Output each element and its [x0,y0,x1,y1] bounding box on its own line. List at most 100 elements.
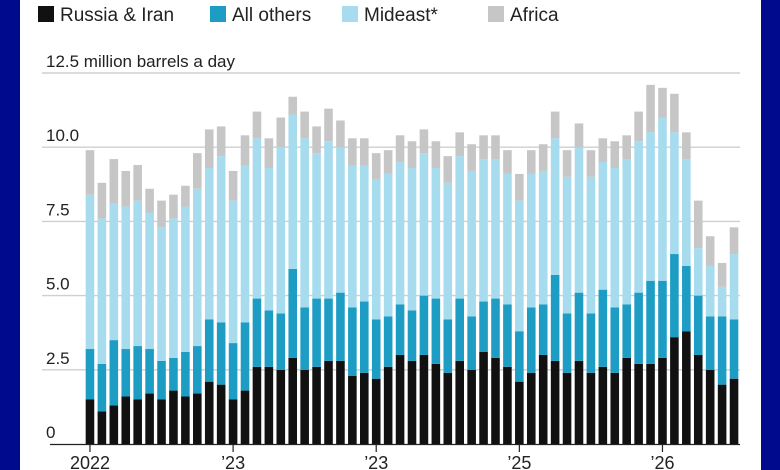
bar-segment-mideast [598,162,608,290]
bar-segment-africa [145,188,154,213]
bar-segment-russia-iran [109,405,119,444]
bar-segment-all-others [109,340,119,406]
bar-segment-russia-iran [562,372,572,444]
bar-segment-africa [407,141,417,168]
bar-segment-africa [264,138,274,168]
bar-segment-mideast [264,167,274,311]
bar-segment-africa [729,227,739,255]
bar-segment-russia-iran [288,357,298,444]
bar-segment-mideast [85,194,95,350]
bar-segment-all-others [359,301,369,373]
bar-segment-russia-iran [670,337,679,444]
legend-label: Mideast* [364,5,439,26]
bar-segment-all-others [204,319,214,382]
bar-segment-all-others [216,322,226,385]
bar-segment-mideast [717,286,727,317]
bar-segment-mideast [586,176,596,314]
legend-swatch [38,6,54,22]
bar-segment-all-others [145,349,154,394]
bar-segment-russia-iran [157,399,166,444]
bar-segment-russia-iran [586,372,596,444]
bar-segment-mideast [348,165,357,308]
bar-segment-all-others [717,316,727,385]
bar-segment-africa [288,96,298,115]
bar-segment-mideast [133,200,142,347]
x-tick-label: 2022 [70,453,110,470]
bar-segment-africa [157,200,166,228]
bar-segment-africa [503,150,512,174]
bar-segment-all-others [646,280,655,364]
bar-segment-mideast [371,179,381,320]
bar-segment-russia-iran [300,369,309,444]
bar-segment-africa [622,135,631,160]
y-tick-label: 2.5 [46,349,70,368]
bar-segment-all-others [324,298,333,361]
bar-segment-mideast [228,200,238,344]
bar-segment-africa [240,135,250,166]
bar-segment-all-others [526,307,536,373]
bar-segment-africa [455,132,465,157]
bar-segment-africa [682,132,691,160]
bar-segment-mideast [729,254,739,320]
bar-segment-africa [348,138,357,166]
bar-segment-africa [324,108,333,142]
bar-segment-africa [85,150,95,195]
x-tick-label: ’25 [507,453,531,470]
bar-segment-russia-iran [204,381,214,444]
bar-segment-africa [526,150,536,174]
bar-segment-all-others [479,301,488,352]
bar-segment-russia-iran [395,354,405,444]
bar-segment-africa [109,159,119,204]
bar-segment-africa [97,182,107,219]
bar-segment-russia-iran [312,366,321,444]
bar-segment-russia-iran [419,354,429,444]
bar-segment-mideast [121,206,131,350]
bar-segment-mideast [634,141,643,293]
bar-segment-all-others [455,298,465,361]
bar-segment-russia-iran [538,354,548,444]
bar-segment-mideast [216,156,226,323]
bar-segment-russia-iran [574,360,584,444]
bar-segment-russia-iran [228,399,238,444]
bar-segment-all-others [371,319,381,379]
bar-segment-russia-iran [169,390,178,444]
bar-segment-russia-iran [431,363,441,444]
y-tick-label: 0 [46,423,55,442]
bar-segment-mideast [610,167,620,308]
bar-segment-mideast [395,162,405,305]
bar-segment-all-others [121,349,131,397]
bar-segment-russia-iran [526,372,536,444]
bar-segment-mideast [276,147,286,314]
bar-segment-russia-iran [193,393,202,444]
bar-segment-africa [693,200,703,249]
bar-segment-africa [371,153,381,180]
bar-segment-mideast [336,147,345,293]
bar-segment-all-others [276,313,286,370]
bar-segment-mideast [682,159,691,266]
bar-segment-mideast [157,227,166,361]
bar-segment-russia-iran [97,411,107,444]
bar-segment-all-others [240,322,250,391]
bar-segment-all-others [658,280,667,358]
bar-segment-mideast [455,156,465,299]
bar-segment-russia-iran [634,363,643,444]
bar-segment-russia-iran [240,390,250,444]
y-tick-label: 5.0 [46,275,70,294]
bar-segment-mideast [431,167,441,299]
bar-segment-mideast [574,147,584,293]
bar-segment-africa [491,135,500,160]
bar-segment-all-others [670,254,679,338]
bar-segment-all-others [503,304,512,367]
bar-segment-russia-iran [503,366,512,444]
bar-segment-all-others [610,307,620,373]
bar-segment-mideast [252,138,262,299]
bar-segment-all-others [682,265,691,332]
bar-segment-mideast [670,132,679,255]
bar-segment-africa [133,165,142,201]
bar-segment-africa [276,117,286,148]
bar-segment-russia-iran [383,366,393,444]
bar-segment-all-others [443,319,453,373]
bar-segment-africa [515,173,524,201]
bar-segment-all-others [264,310,274,367]
